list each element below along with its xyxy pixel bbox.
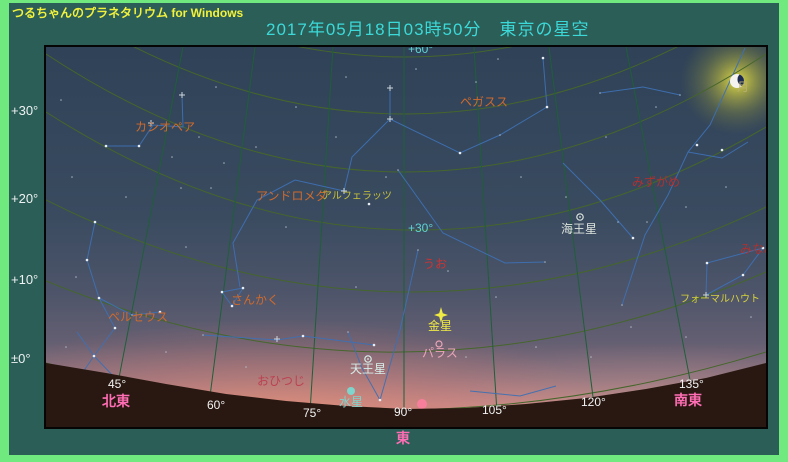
window-frame-bottom xyxy=(0,455,788,462)
constellation-label: ペガスス xyxy=(460,95,509,109)
azimuth-tick-label: 60° xyxy=(207,398,226,412)
datetime-location-title: 2017年05月18日03時50分 東京の星空 xyxy=(266,20,590,39)
constellation-label: みずがめ xyxy=(632,175,681,189)
asteroid-symbol xyxy=(435,340,443,348)
star-name-label: アルフェラッツ xyxy=(322,191,392,202)
altitude-scale-label: +30° xyxy=(11,103,39,118)
planet-label: 水星 xyxy=(339,395,364,409)
sun-below-horizon xyxy=(417,399,427,409)
altitude-grid-label: +30° xyxy=(408,221,434,235)
direction-label-east: 東 xyxy=(396,430,410,446)
planet-symbol-venus xyxy=(434,307,448,323)
planet-symbol xyxy=(364,355,372,363)
azimuth-tick-label: 75° xyxy=(303,406,322,420)
azimuth-tick-label: 105° xyxy=(482,403,507,417)
constellation-label: アンドロメダ xyxy=(256,189,328,203)
planet-label: 金星 xyxy=(428,319,453,333)
compass-direction-label: 南東 xyxy=(674,392,702,408)
constellation-label: おひつじ xyxy=(257,374,306,388)
planet-label: 海王星 xyxy=(561,222,598,236)
planet-symbol xyxy=(576,213,584,221)
moon-icon xyxy=(730,74,744,88)
altitude-scale-label: ±0° xyxy=(11,351,31,366)
azimuth-tick-label: 90° xyxy=(394,405,413,419)
altitude-scale-label: +10° xyxy=(11,272,39,287)
star-name-label: フォーマルハウト xyxy=(680,294,760,305)
constellation-label: みなみ xyxy=(740,242,766,256)
constellation-label: カシオペア xyxy=(135,120,196,134)
sky-chart-svg[interactable] xyxy=(46,47,766,427)
azimuth-tick-label: 120° xyxy=(581,395,606,409)
constellation-label: さんかく xyxy=(231,293,280,307)
window-frame-top xyxy=(0,0,788,3)
window-frame-right xyxy=(779,0,788,462)
altitude-grid-label: +60° xyxy=(408,45,434,56)
azimuth-tick-label: 45° xyxy=(108,377,127,391)
app-title: つるちゃんのプラネタリウム for Windows xyxy=(12,6,244,20)
star-field xyxy=(60,56,765,402)
moon-glow xyxy=(680,47,766,134)
moon-label: 月 xyxy=(737,80,750,94)
window-frame-left xyxy=(0,0,9,462)
planet-symbol-mercury xyxy=(347,387,355,395)
sky-chart-area[interactable]: +60° +30° 45° 60° 75° 90° 105° 120° 135° 北東 南東 カシオペ… xyxy=(44,45,768,429)
azimuth-tick-label: 135° xyxy=(679,377,704,391)
planet-label: パラス xyxy=(422,346,458,360)
planet-label: 天王星 xyxy=(350,362,387,376)
constellation-label: ペルセウス xyxy=(108,310,169,324)
horizon-terrain xyxy=(46,363,766,427)
compass-direction-label: 北東 xyxy=(102,393,130,409)
constellation-label: うお xyxy=(423,257,448,271)
azimuth-grid-rays xyxy=(117,47,692,417)
planet-symbols xyxy=(347,213,584,395)
altitude-scale-label: +20° xyxy=(11,191,39,206)
